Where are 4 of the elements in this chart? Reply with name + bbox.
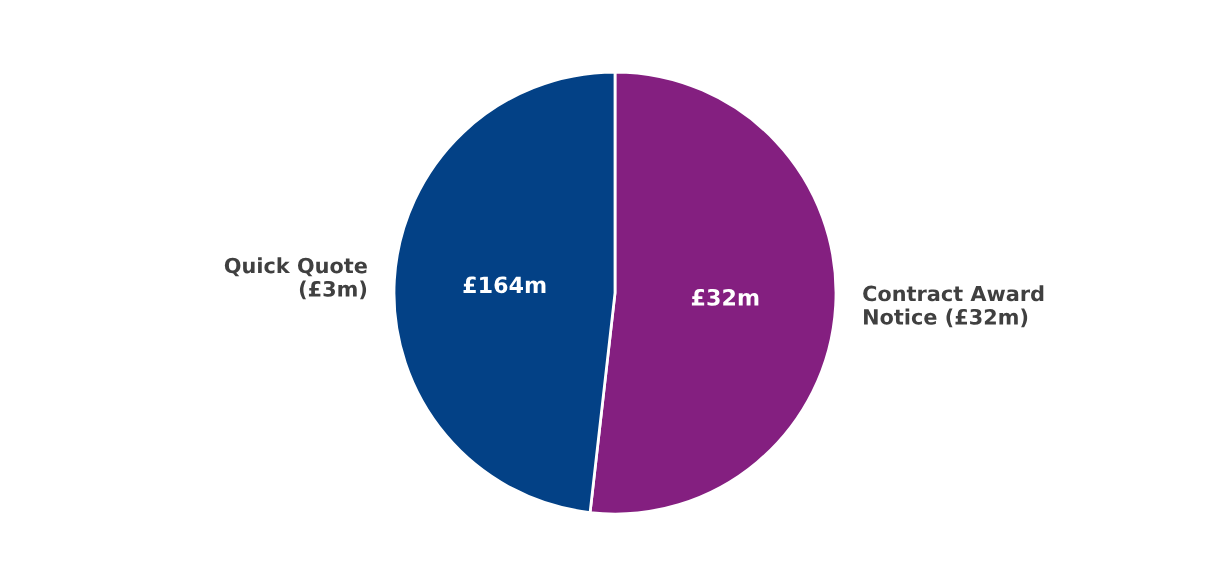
slice-label: Contract Award Notice (£32m) — [863, 285, 1044, 328]
slice-label: Quick Quote (£3m) — [224, 257, 367, 300]
text: £32m — [691, 288, 759, 306]
text: £164m — [463, 276, 546, 294]
